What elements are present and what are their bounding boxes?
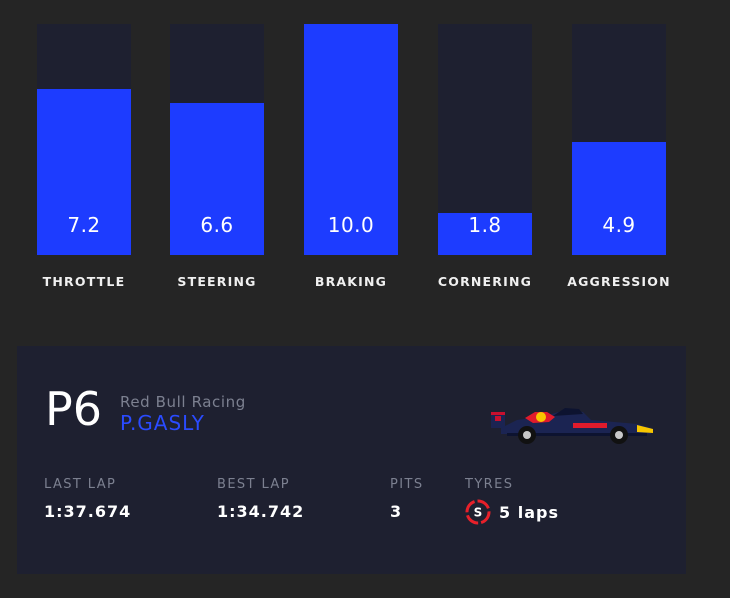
best-lap-value: 1:34.742 (217, 502, 305, 521)
tyres-label: TYRES (465, 477, 514, 492)
bar-value: 7.2 (67, 213, 101, 237)
bar-fill (304, 24, 398, 255)
red-bull-f1-car-icon (491, 408, 653, 444)
bar-fill (170, 102, 264, 255)
bar-track: 10.0 (304, 24, 398, 255)
bar-track: 6.6 (170, 24, 264, 255)
bar-steering: 6.6 STEERING (170, 24, 264, 289)
last-lap-label: LAST LAP (44, 477, 117, 492)
bar-label: STEERING (177, 274, 257, 289)
bar-braking: 10.0 BRAKING (304, 24, 398, 289)
bar-cornering: 1.8 CORNERING (438, 24, 532, 289)
bar-value: 6.6 (200, 213, 234, 237)
pits-value: 3 (390, 502, 403, 521)
team-name: Red Bull Racing (120, 393, 246, 411)
driver-rating-chart: 7.2 THROTTLE 6.6 STEERING 10.0 BRAKING 1… (37, 24, 670, 289)
bar-track: 1.8 (438, 24, 532, 255)
bar-fill (37, 88, 131, 255)
bar-fill (572, 141, 666, 255)
bar-throttle: 7.2 THROTTLE (37, 24, 131, 289)
position-label: P6 (45, 382, 103, 436)
bar-aggression: 4.9 AGGRESSION (567, 24, 670, 289)
soft-tyre-icon: S (465, 499, 491, 525)
bar-label: BRAKING (314, 274, 388, 289)
bar-label: CORNERING (437, 274, 533, 289)
tyre-laps-value: 5 laps (499, 502, 559, 522)
bar-value: 1.8 (468, 213, 502, 237)
bar-label: AGGRESSION (567, 274, 671, 289)
tyre-compound-letter: S (474, 506, 483, 520)
tyre-info: S 5 laps (465, 499, 559, 525)
driver-name: P.GASLY (120, 411, 205, 435)
bar-track: 7.2 (37, 24, 131, 255)
last-lap-value: 1:37.674 (44, 502, 132, 521)
bar-value: 10.0 (327, 213, 375, 237)
bar-value: 4.9 (602, 213, 636, 237)
best-lap-label: BEST LAP (217, 477, 290, 492)
driver-card: P6 Red Bull Racing P.GASLY LAST LAP 1:37… (17, 346, 686, 574)
pits-label: PITS (390, 477, 424, 492)
bar-fill (438, 213, 532, 255)
bar-label: THROTTLE (42, 274, 126, 289)
bar-track: 4.9 (572, 24, 666, 255)
